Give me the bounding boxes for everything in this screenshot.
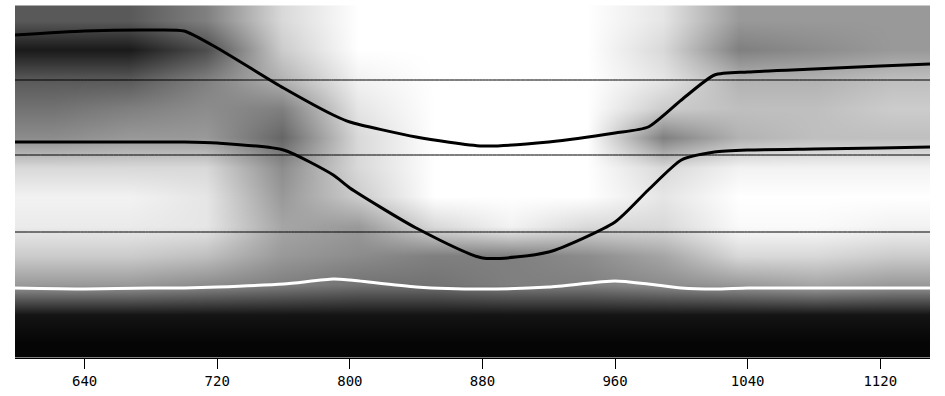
- svg-text:1120: 1120: [863, 373, 897, 389]
- svg-text:1040: 1040: [731, 373, 765, 389]
- svg-text:720: 720: [205, 373, 230, 389]
- svg-text:800: 800: [337, 373, 362, 389]
- svg-text:960: 960: [602, 373, 627, 389]
- svg-text:640: 640: [72, 373, 97, 389]
- svg-text:880: 880: [470, 373, 495, 389]
